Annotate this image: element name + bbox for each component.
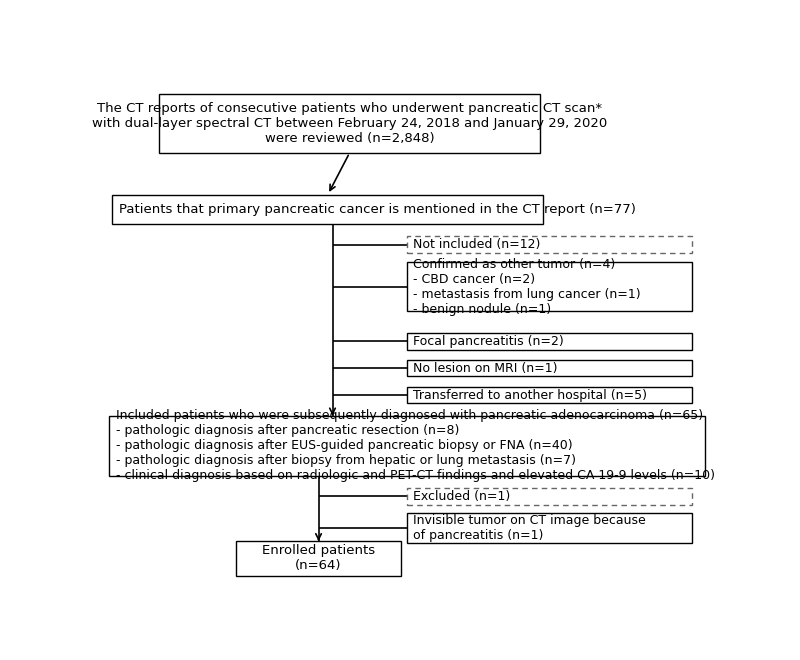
- FancyBboxPatch shape: [407, 360, 692, 376]
- FancyBboxPatch shape: [407, 333, 692, 350]
- FancyBboxPatch shape: [407, 513, 692, 543]
- FancyBboxPatch shape: [112, 195, 543, 224]
- Text: Transferred to another hospital (n=5): Transferred to another hospital (n=5): [413, 389, 647, 401]
- Text: Invisible tumor on CT image because
of pancreatitis (n=1): Invisible tumor on CT image because of p…: [413, 514, 646, 542]
- Text: Included patients who were subsequently diagnosed with pancreatic adenocarcinoma: Included patients who were subsequently …: [115, 409, 714, 482]
- FancyBboxPatch shape: [407, 236, 692, 253]
- FancyBboxPatch shape: [237, 541, 401, 576]
- FancyBboxPatch shape: [407, 261, 692, 312]
- Text: Confirmed as other tumor (n=4)
- CBD cancer (n=2)
- metastasis from lung cancer : Confirmed as other tumor (n=4) - CBD can…: [413, 257, 641, 315]
- FancyBboxPatch shape: [110, 416, 705, 476]
- FancyBboxPatch shape: [159, 94, 540, 153]
- FancyBboxPatch shape: [407, 488, 692, 504]
- Text: The CT reports of consecutive patients who underwent pancreatic CT scan*
with du: The CT reports of consecutive patients w…: [92, 102, 607, 145]
- Text: Excluded (n=1): Excluded (n=1): [413, 490, 510, 503]
- Text: Enrolled patients
(n=64): Enrolled patients (n=64): [262, 544, 375, 572]
- Text: Not included (n=12): Not included (n=12): [413, 238, 541, 251]
- Text: Focal pancreatitis (n=2): Focal pancreatitis (n=2): [413, 335, 564, 348]
- Text: Patients that primary pancreatic cancer is mentioned in the CT report (n=77): Patients that primary pancreatic cancer …: [118, 203, 635, 216]
- Text: No lesion on MRI (n=1): No lesion on MRI (n=1): [413, 362, 558, 375]
- FancyBboxPatch shape: [407, 387, 692, 403]
